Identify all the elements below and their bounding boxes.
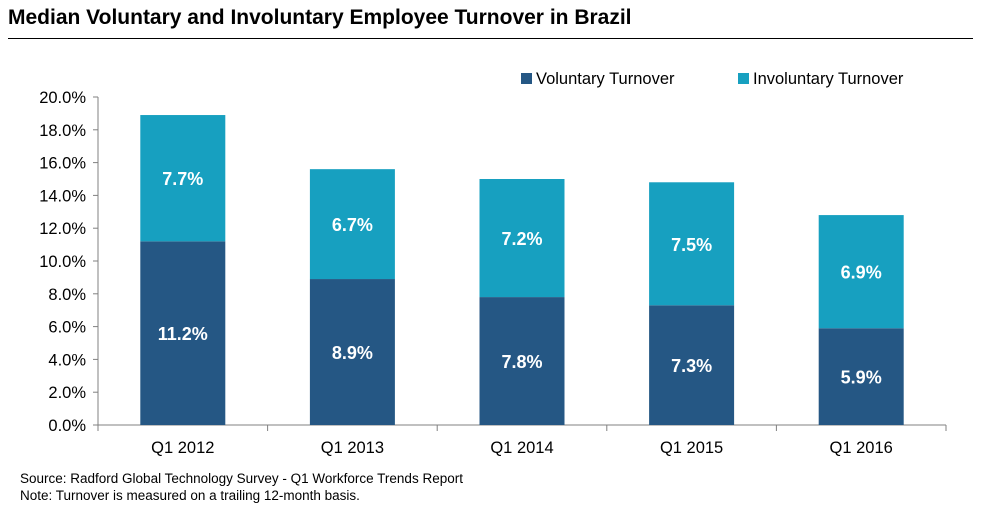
bars: 11.2% 7.7% 8.9% 6.7% 7.8% 7.2% 7.3% 7.5% 5.9% 6.9… xyxy=(140,115,904,425)
data-label: 7.3% xyxy=(671,356,712,376)
data-label: 6.7% xyxy=(332,215,373,235)
bar-segment-involuntary xyxy=(479,179,565,298)
data-label: 8.9% xyxy=(332,343,373,363)
y-tick-label: 20.0% xyxy=(39,89,86,107)
data-label: 7.7% xyxy=(162,169,203,189)
y-tick-label: 12.0% xyxy=(39,220,86,238)
y-tick-label: 4.0% xyxy=(48,351,86,369)
y-axis: 0.0% 2.0% 4.0% 6.0% 8.0% 10.0% 12.0% 14.0% 16.0%… xyxy=(39,89,99,435)
data-label: 5.9% xyxy=(841,368,882,388)
y-tick-label: 0.0% xyxy=(48,417,86,435)
footnote: Note: Turnover is measured on a trailing… xyxy=(20,488,360,503)
legend-label-voluntary: Voluntary Turnover xyxy=(536,70,675,88)
x-tick-label: Q1 2016 xyxy=(830,439,893,457)
y-tick-label: 10.0% xyxy=(39,253,86,271)
bar-segment-involuntary xyxy=(140,115,226,242)
bar-segment-involuntary xyxy=(818,215,904,329)
bar-segment-involuntary xyxy=(309,169,395,280)
legend-swatch-involuntary xyxy=(738,73,749,84)
legend-label-involuntary: Involuntary Turnover xyxy=(753,70,904,88)
title-divider xyxy=(8,38,973,39)
data-label: 7.5% xyxy=(671,235,712,255)
legend: Voluntary Turnover Involuntary Turnover xyxy=(521,70,904,88)
data-label: 7.8% xyxy=(501,352,542,372)
y-tick-label: 16.0% xyxy=(39,155,86,173)
x-tick-label: Q1 2015 xyxy=(660,439,723,457)
chart-title: Median Voluntary and Involuntary Employe… xyxy=(8,6,632,29)
legend-swatch-voluntary xyxy=(521,73,532,84)
bar-segment-voluntary xyxy=(140,241,226,425)
data-label: 7.2% xyxy=(501,229,542,249)
y-tick-label: 18.0% xyxy=(39,122,86,140)
x-tick-label: Q1 2012 xyxy=(151,439,214,457)
data-label: 11.2% xyxy=(158,324,208,344)
y-tick-label: 14.0% xyxy=(39,187,86,205)
stacked-bar-chart: 0.0% 2.0% 4.0% 6.0% 8.0% 10.0% 12.0% 14.0% 16.0%… xyxy=(39,70,947,457)
y-tick-label: 2.0% xyxy=(48,384,86,402)
x-tick-label: Q1 2013 xyxy=(321,439,384,457)
x-tick-label: Q1 2014 xyxy=(490,439,553,457)
bar-segment-voluntary xyxy=(649,305,735,425)
y-tick-label: 8.0% xyxy=(48,286,86,304)
y-tick-label: 6.0% xyxy=(48,319,86,337)
source-note: Source: Radford Global Technology Survey… xyxy=(20,471,463,486)
bar-segment-involuntary xyxy=(649,182,735,306)
bar-segment-voluntary xyxy=(309,279,395,425)
bar-segment-voluntary xyxy=(479,297,565,425)
x-axis: Q1 2012 Q1 2013 Q1 2014 Q1 2015 Q1 2016 xyxy=(97,424,947,457)
bar-segment-voluntary xyxy=(818,328,904,425)
data-label: 6.9% xyxy=(841,263,882,283)
